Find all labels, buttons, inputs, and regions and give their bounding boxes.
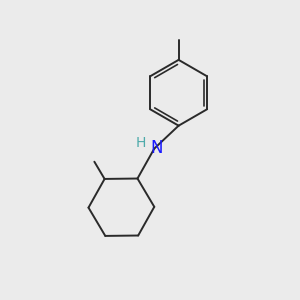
Text: H: H xyxy=(135,136,146,150)
Text: N: N xyxy=(150,139,163,157)
